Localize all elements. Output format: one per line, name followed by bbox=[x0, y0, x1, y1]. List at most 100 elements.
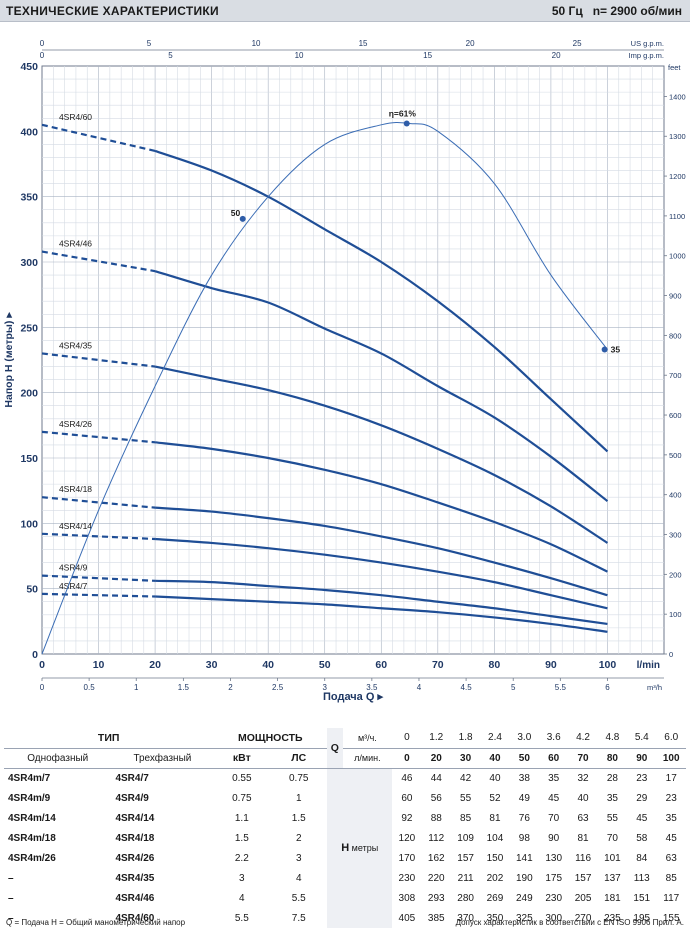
table-row: 4SR4m/7 4SR4/7 0.55 0.75 H метры 46 44 42 40 38 35… bbox=[4, 768, 686, 928]
head-value: 40 bbox=[577, 792, 589, 804]
head-value: 270 bbox=[574, 912, 592, 924]
q-m3h-value: 3.0 bbox=[509, 728, 540, 749]
q-lmin-value: 50 bbox=[509, 748, 540, 769]
three-phase-model: 4SR4/18 bbox=[115, 832, 155, 844]
q-lmin-value: 30 bbox=[450, 748, 481, 769]
single-phase-model: 4SR4m/18 bbox=[8, 832, 56, 844]
efficiency-marker-label: 50 bbox=[231, 208, 241, 218]
head-value: 81 bbox=[577, 832, 589, 844]
head-value: 55 bbox=[606, 812, 618, 824]
three-phase-model: 4SR4/46 bbox=[115, 892, 155, 904]
single-phase-model: 4SR4m/9 bbox=[8, 792, 51, 804]
feet-tick-label: 800 bbox=[669, 331, 682, 340]
q-lmin-value: 40 bbox=[480, 748, 510, 769]
h-meters-label: H метры bbox=[327, 768, 393, 928]
q-lmin-value: 60 bbox=[539, 748, 569, 769]
feet-tick-label: 500 bbox=[669, 451, 682, 460]
three-phase-model: 4SR4/26 bbox=[115, 852, 155, 864]
three-phase-model: 4SR4/9 bbox=[115, 792, 149, 804]
imp-gpm-label: Imp g.p.m. bbox=[629, 51, 664, 60]
feet-tick-label: 0 bbox=[669, 650, 673, 659]
head-value: 280 bbox=[457, 892, 474, 904]
x-tick-label: 70 bbox=[432, 659, 444, 671]
x-tick-label: 0 bbox=[39, 659, 45, 671]
head-value: 81 bbox=[489, 812, 501, 824]
m3h-tick-label: 2.5 bbox=[272, 683, 284, 692]
q-lmin-value: 0 bbox=[392, 748, 422, 769]
head-value: 211 bbox=[457, 872, 474, 884]
table-subheader-row: Однофазный Трехфазный кВт ЛС л/мин. 0 20 30 40 50… bbox=[4, 748, 686, 769]
head-value: 205 bbox=[574, 892, 592, 904]
head-value: 293 bbox=[427, 892, 445, 904]
series-line bbox=[154, 270, 609, 502]
power-hp: 5.5 bbox=[291, 892, 306, 904]
series-label: 4SR4/18 bbox=[59, 484, 92, 494]
power-kw: 0.75 bbox=[232, 792, 252, 804]
head-value: 28 bbox=[606, 772, 618, 784]
us-gpm-tick: 25 bbox=[573, 39, 582, 48]
single-phase-model: 4SR4m/7 bbox=[8, 772, 51, 784]
series-line-dashed bbox=[41, 496, 156, 509]
series-line bbox=[155, 537, 608, 610]
m3h-tick-label: 0.5 bbox=[84, 683, 96, 692]
head-value: 40 bbox=[489, 772, 501, 784]
head-value: 76 bbox=[518, 812, 530, 824]
series-label: 4SR4/26 bbox=[59, 419, 92, 429]
table-row: 4SR4m/9 4SR4/9 0.75 1 60 56 55 52 49 45 40 35 29 23 bbox=[4, 788, 686, 808]
head-value: 150 bbox=[486, 852, 504, 864]
series-label: 4SR4/7 bbox=[59, 581, 88, 591]
feet-tick-label: 1300 bbox=[669, 132, 686, 141]
speed-params: 50 Гц n= 2900 об/мин bbox=[552, 4, 682, 18]
efficiency-marker bbox=[403, 120, 410, 127]
efficiency-marker bbox=[239, 215, 246, 222]
y-tick-label: 300 bbox=[20, 257, 38, 269]
efficiency-curve bbox=[41, 121, 608, 655]
type-header: ТИП bbox=[4, 728, 214, 749]
head-value: 151 bbox=[633, 892, 651, 904]
plot-area bbox=[41, 65, 665, 655]
y-tick-label: 250 bbox=[20, 322, 38, 334]
us-gpm-tick: 20 bbox=[466, 39, 475, 48]
head-value: 175 bbox=[545, 872, 563, 884]
series-line-dashed bbox=[41, 592, 156, 598]
q-m3h-value: 6.0 bbox=[656, 728, 686, 749]
power-hp: 3 bbox=[295, 852, 302, 864]
feet-tick-label: 1400 bbox=[669, 92, 686, 101]
single-phase-model: – bbox=[8, 892, 14, 904]
single-phase-model: 4SR4m/14 bbox=[8, 812, 56, 824]
head-value: 109 bbox=[457, 832, 474, 844]
x-tick-label: 30 bbox=[206, 659, 218, 671]
single-phase-header: Однофазный bbox=[4, 748, 112, 769]
power-hp: 4 bbox=[295, 872, 302, 884]
x-tick-label: 90 bbox=[545, 659, 557, 671]
head-value: 45 bbox=[665, 832, 677, 844]
frequency-label: 50 Гц bbox=[551, 4, 583, 18]
head-value: 55 bbox=[460, 792, 472, 804]
x-tick-label: 80 bbox=[489, 659, 501, 671]
series-line bbox=[154, 441, 608, 573]
feet-tick-label: 1000 bbox=[669, 252, 686, 261]
head-value: 60 bbox=[401, 792, 413, 804]
power-kw: 4 bbox=[239, 892, 245, 904]
efficiency-marker bbox=[601, 346, 608, 353]
power-hp: 2 bbox=[295, 832, 302, 844]
feet-tick-label: 100 bbox=[669, 610, 682, 619]
head-value: 35 bbox=[606, 792, 618, 804]
head-value: 113 bbox=[633, 872, 650, 884]
x-tick-label: 60 bbox=[375, 659, 387, 671]
m3h-tick-label: 5 bbox=[511, 683, 516, 692]
head-value: 162 bbox=[427, 852, 445, 864]
q-m3h-value: 1.2 bbox=[421, 728, 451, 749]
series-label: 4SR4/9 bbox=[59, 563, 88, 573]
head-value: 56 bbox=[430, 792, 442, 804]
y-tick-label: 200 bbox=[20, 388, 38, 400]
m3h-tick-label: 2 bbox=[228, 683, 233, 692]
table-row: – 4SR4/35 3 4 230 220 211 202 190 175 157 137 113 85 bbox=[4, 868, 686, 888]
head-value: 308 bbox=[398, 892, 416, 904]
us-gpm-tick: 15 bbox=[359, 39, 368, 48]
footer-legend: Q = Подача H = Общий манометрический нап… bbox=[6, 918, 186, 927]
power-kw: 1.5 bbox=[234, 832, 249, 844]
kw-header: кВт bbox=[213, 748, 271, 769]
